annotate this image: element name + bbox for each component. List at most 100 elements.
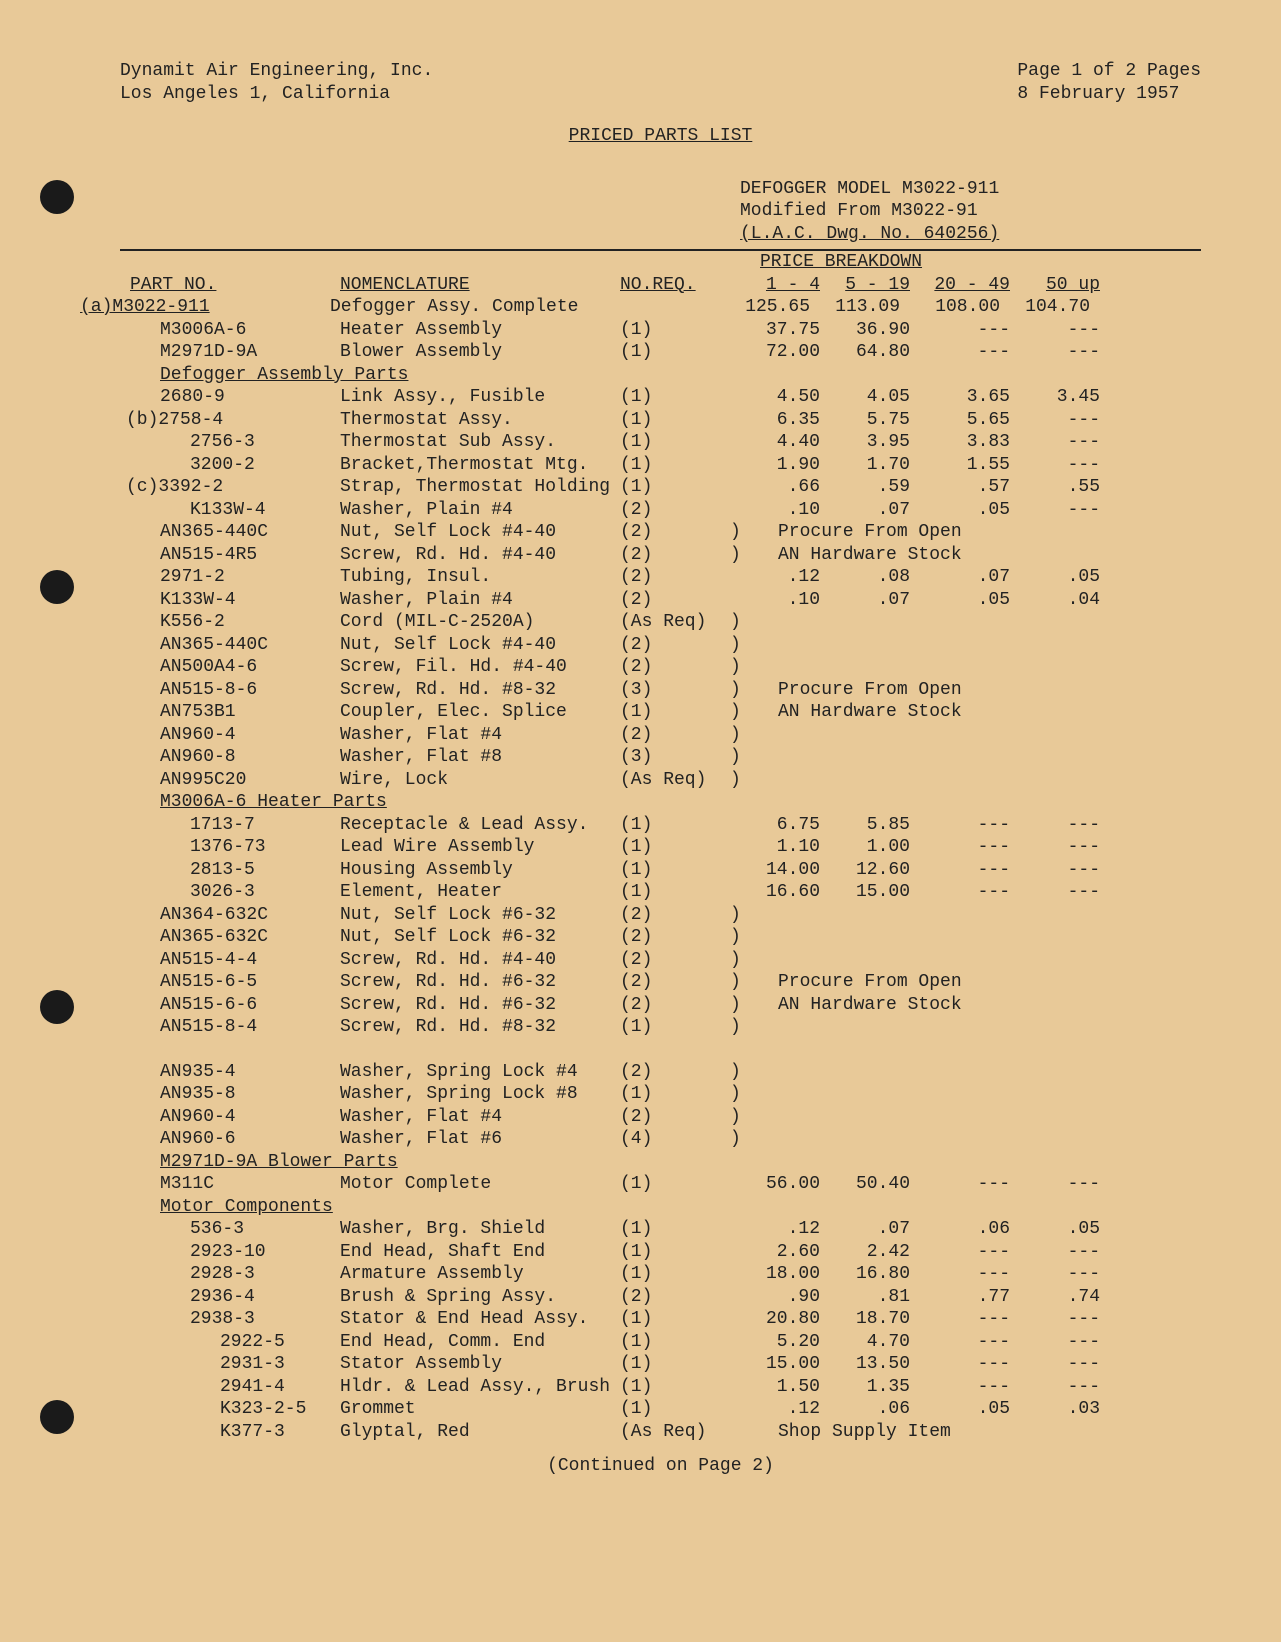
part-no: AN515-4-4 [120, 949, 340, 972]
price-1: 56.00 [730, 1173, 820, 1196]
nomenclature: Element, Heater [340, 881, 620, 904]
table-row: 2938-3Stator & End Head Assy.(1)20.8018.… [120, 1308, 1201, 1331]
part-no: (b)2758-4 [120, 409, 340, 432]
paren: ) [730, 1016, 748, 1039]
part-no: AN365-440C [120, 634, 340, 657]
nomenclature: Washer, Brg. Shield [340, 1218, 620, 1241]
nomenclature: Washer, Spring Lock #8 [340, 1083, 620, 1106]
nomenclature: Nut, Self Lock #4-40 [340, 521, 620, 544]
punch-hole-icon [40, 570, 74, 604]
table-row: AN365-440CNut, Self Lock #4-40(2)) [120, 634, 1201, 657]
no-req: (2) [620, 949, 730, 972]
table-row: AN364-632CNut, Self Lock #6-32(2)) [120, 904, 1201, 927]
nomenclature: Washer, Flat #4 [340, 1106, 620, 1129]
no-req: (1) [620, 1173, 730, 1196]
price-4: .03 [1010, 1398, 1100, 1421]
price-4: --- [1010, 1308, 1100, 1331]
price-breakdown-label: PRICE BREAKDOWN [760, 251, 1201, 274]
no-req: (As Req) [620, 611, 730, 634]
table-row: 2922-5End Head, Comm. End(1)5.204.70----… [120, 1331, 1201, 1354]
nomenclature: Washer, Flat #8 [340, 746, 620, 769]
nomenclature: Strap, Thermostat Holding [340, 476, 620, 499]
table-row: AN365-440CNut, Self Lock #4-40(2))Procur… [120, 521, 1201, 544]
price-4: --- [1010, 881, 1100, 904]
page-date-block: Page 1 of 2 Pages 8 February 1957 [1017, 60, 1201, 105]
section-heater: M3006A-6 Heater Parts [160, 791, 387, 814]
col-no-req: NO.REQ. [620, 274, 696, 297]
model-block: DEFOGGER MODEL M3022-911 Modified From M… [740, 178, 1201, 246]
nomenclature: Motor Complete [340, 1173, 620, 1196]
part-no: 2938-3 [120, 1308, 340, 1331]
nomenclature: Screw, Rd. Hd. #8-32 [340, 679, 620, 702]
price-1: 18.00 [730, 1263, 820, 1286]
price-2: 5.75 [820, 409, 910, 432]
price-4: --- [1010, 1331, 1100, 1354]
company-block: Dynamit Air Engineering, Inc. Los Angele… [120, 60, 433, 105]
price-1: 72.00 [730, 341, 820, 364]
procure-note: AN Hardware Stock [748, 701, 1148, 724]
no-req: (1) [620, 454, 730, 477]
paren: ) [730, 521, 748, 544]
table-row: 3200-2Bracket,Thermostat Mtg.(1)1.901.70… [120, 454, 1201, 477]
price-2: .07 [820, 499, 910, 522]
no-req: (3) [620, 746, 730, 769]
no-req: (2) [620, 926, 730, 949]
no-req: (1) [620, 1308, 730, 1331]
paren: ) [730, 1061, 748, 1084]
table-row: (c)3392-2Strap, Thermostat Holding(1).66… [120, 476, 1201, 499]
nomenclature: Thermostat Assy. [340, 409, 620, 432]
no-req: (3) [620, 679, 730, 702]
table-row: 2756-3Thermostat Sub Assy.(1)4.403.953.8… [120, 431, 1201, 454]
paren: ) [730, 656, 748, 679]
price-3: --- [910, 1376, 1010, 1399]
price-3: .77 [910, 1286, 1010, 1309]
no-req: (2) [620, 1106, 730, 1129]
paren: ) [730, 611, 748, 634]
price-4: --- [1010, 454, 1100, 477]
price-2: 113.09 [810, 296, 900, 319]
no-req: (2) [620, 521, 730, 544]
price-2: 50.40 [820, 1173, 910, 1196]
price-3: .57 [910, 476, 1010, 499]
table-row: AN960-8Washer, Flat #8(3)) [120, 746, 1201, 769]
price-2: 1.00 [820, 836, 910, 859]
section-heading: Defogger Assembly Parts [120, 364, 1201, 387]
price-2: .59 [820, 476, 910, 499]
nomenclature: Receptacle & Lead Assy. [340, 814, 620, 837]
part-no: 2931-3 [120, 1353, 340, 1376]
price-3: --- [910, 319, 1010, 342]
nomenclature: Screw, Fil. Hd. #4-40 [340, 656, 620, 679]
price-4: --- [1010, 814, 1100, 837]
col-price-20-49: 20 - 49 [934, 274, 1010, 297]
price-1: 6.75 [730, 814, 820, 837]
price-2: 2.42 [820, 1241, 910, 1264]
price-2: 15.00 [820, 881, 910, 904]
table-row: (b)2758-4Thermostat Assy.(1)6.355.755.65… [120, 409, 1201, 432]
procure-note: Procure From Open [748, 679, 1148, 702]
model-line-2: Modified From M3022-91 [740, 200, 1201, 223]
no-req: (2) [620, 544, 730, 567]
table-row: AN515-4-4Screw, Rd. Hd. #4-40(2)) [120, 949, 1201, 972]
price-4: 3.45 [1010, 386, 1100, 409]
table-row: AN515-8-6Screw, Rd. Hd. #8-32(3))Procure… [120, 679, 1201, 702]
nomenclature: Screw, Rd. Hd. #4-40 [340, 544, 620, 567]
price-4: --- [1010, 1173, 1100, 1196]
part-no: K323-2-5 [120, 1398, 340, 1421]
price-2: 4.70 [820, 1331, 910, 1354]
section-blower: M2971D-9A Blower Parts [160, 1151, 398, 1174]
price-2: 4.05 [820, 386, 910, 409]
paren: ) [730, 746, 748, 769]
price-4: .05 [1010, 1218, 1100, 1241]
table-row: M3006A-6 Heater Assembly (1) 37.75 36.90… [120, 319, 1201, 342]
price-2: .06 [820, 1398, 910, 1421]
price-3: --- [910, 1308, 1010, 1331]
nomenclature: Bracket,Thermostat Mtg. [340, 454, 620, 477]
table-row: M2971D-9A Blower Assembly (1) 72.00 64.8… [120, 341, 1201, 364]
table-row: AN935-8Washer, Spring Lock #8(1)) [120, 1083, 1201, 1106]
price-1: 2.60 [730, 1241, 820, 1264]
no-req: (2) [620, 589, 730, 612]
price-1: .10 [730, 589, 820, 612]
price-4: .74 [1010, 1286, 1100, 1309]
price-4: --- [1010, 431, 1100, 454]
price-4: --- [1010, 836, 1100, 859]
